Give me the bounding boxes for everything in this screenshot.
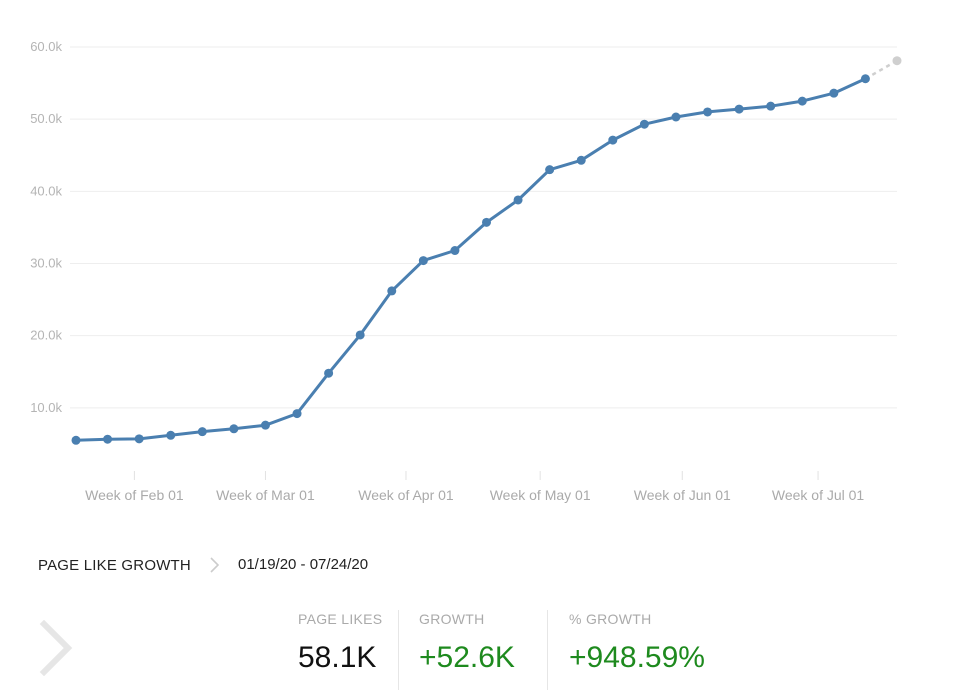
- divider: [398, 610, 399, 690]
- data-point[interactable]: [576, 155, 586, 165]
- metric-percent-growth: % GROWTH +948.59%: [569, 610, 705, 690]
- y-tick-label: 60.0k: [30, 39, 62, 54]
- data-point[interactable]: [324, 368, 334, 378]
- x-axis-ticks: Week of Feb 01 Week of Mar 01 Week of Apr …: [85, 471, 864, 503]
- metric-growth: GROWTH +52.6K: [419, 610, 515, 690]
- projection-point[interactable]: [892, 56, 902, 66]
- metric-value: +948.59%: [569, 641, 705, 674]
- divider: [547, 610, 548, 690]
- data-point[interactable]: [513, 195, 523, 205]
- x-tick-label: Week of May 01: [490, 487, 591, 503]
- data-point[interactable]: [797, 96, 807, 106]
- chart-title: PAGE LIKE GROWTH: [38, 557, 191, 574]
- y-tick-label: 30.0k: [30, 256, 62, 271]
- date-range[interactable]: 01/19/20 - 07/24/20: [238, 556, 369, 573]
- metric-value: 58.1K: [298, 641, 377, 674]
- data-point[interactable]: [103, 434, 113, 444]
- data-point[interactable]: [418, 256, 428, 266]
- data-point[interactable]: [608, 135, 618, 145]
- data-point[interactable]: [355, 330, 365, 340]
- metric-label: PAGE LIKES: [298, 611, 383, 627]
- y-tick-label: 50.0k: [30, 111, 62, 126]
- data-point[interactable]: [860, 74, 870, 84]
- x-tick-label: Week of Jun 01: [634, 487, 731, 503]
- page-like-growth-chart: 10.0k 20.0k 30.0k 40.0k 50.0k 60.0k Week of F…: [30, 39, 902, 503]
- metric-label: GROWTH: [419, 611, 485, 627]
- data-point[interactable]: [734, 104, 744, 114]
- x-tick-label: Week of Feb 01: [85, 487, 184, 503]
- data-point[interactable]: [450, 246, 460, 256]
- metric-value: +52.6K: [419, 641, 515, 674]
- chevron-right-icon: [210, 557, 220, 573]
- data-point[interactable]: [545, 165, 555, 175]
- y-axis-ticks: 10.0k 20.0k 30.0k 40.0k 50.0k 60.0k: [30, 39, 62, 415]
- projection-line: [864, 59, 898, 80]
- data-point[interactable]: [197, 427, 207, 437]
- series-layer: [71, 56, 902, 445]
- data-point[interactable]: [260, 420, 270, 430]
- y-tick-label: 20.0k: [30, 328, 62, 343]
- data-point[interactable]: [671, 112, 681, 122]
- x-tick-label: Week of Mar 01: [216, 487, 315, 503]
- data-point[interactable]: [703, 107, 713, 117]
- data-point[interactable]: [482, 217, 491, 227]
- data-point[interactable]: [71, 435, 81, 445]
- y-tick-label: 10.0k: [30, 400, 62, 415]
- data-point[interactable]: [387, 286, 397, 296]
- previous-arrow-icon[interactable]: [38, 620, 74, 676]
- gridlines: [70, 46, 897, 409]
- data-point[interactable]: [292, 409, 302, 419]
- data-point[interactable]: [134, 434, 144, 444]
- x-tick-label: Week of Apr 01: [358, 487, 454, 503]
- series-line-page-likes: [75, 77, 867, 442]
- data-point[interactable]: [166, 430, 176, 440]
- data-point[interactable]: [766, 101, 776, 111]
- summary-metrics: PAGE LIKES 58.1K GROWTH +52.6K % GROWTH …: [0, 610, 957, 690]
- x-tick-label: Week of Jul 01: [772, 487, 865, 503]
- metric-label: % GROWTH: [569, 611, 652, 627]
- data-point[interactable]: [639, 119, 649, 129]
- data-point[interactable]: [829, 88, 839, 98]
- metric-page-likes: PAGE LIKES 58.1K: [298, 610, 382, 690]
- y-tick-label: 40.0k: [30, 183, 62, 198]
- data-point[interactable]: [229, 424, 239, 434]
